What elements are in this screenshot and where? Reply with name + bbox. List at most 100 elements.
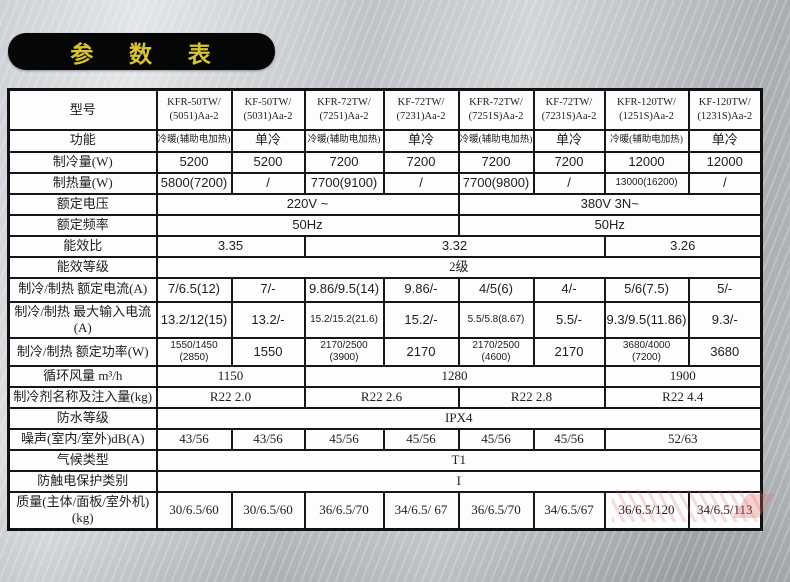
spec-cell: 2170 — [382, 337, 460, 367]
spec-cell: 1550/1450 (2850) — [155, 337, 233, 367]
spec-cell: KFR-120TW/ (1251S)Aa-2 — [603, 88, 690, 131]
spec-cell: I — [155, 470, 763, 493]
spec-cell: 50Hz — [155, 213, 460, 237]
spec-table: 型号 KFR-50TW/ (5051)Aa-2 KF-50TW/ (5031)Aa-… — [7, 88, 763, 531]
spec-cell: 13000(16200) — [603, 171, 690, 195]
row-label: 制冷/制热 最大输入电流(A) — [7, 300, 158, 339]
row-label: 防水等级 — [7, 407, 158, 430]
spec-cell: 36/6.5/70 — [457, 491, 535, 530]
spec-cell: 9.3/- — [687, 300, 763, 339]
spec-cell: KF-120TW/ (1231S)Aa-2 — [687, 88, 763, 131]
spec-cell: 1280 — [303, 365, 606, 388]
row-label: 制冷/制热 额定电流(A) — [7, 276, 158, 303]
spec-cell: 1900 — [603, 365, 763, 388]
spec-cell: 4/5(6) — [457, 276, 535, 303]
spec-cell: KF-72TW/ (7231S)Aa-2 — [532, 88, 606, 131]
row-label: 质量(主体/面板/室外机) (kg) — [7, 491, 158, 530]
spec-cell: 34/6.5/113 — [687, 491, 763, 530]
spec-cell: 34/6.5/67 — [532, 491, 606, 530]
spec-cell: 5200 — [155, 150, 233, 174]
spec-cell: KFR-50TW/ (5051)Aa-2 — [155, 88, 233, 131]
row-label: 制冷量(W) — [7, 150, 158, 174]
spec-row: 能效比 3.35 3.32 3.26 — [7, 234, 763, 258]
spec-cell: 2170/2500 (3900) — [303, 337, 385, 367]
spec-cell: IPX4 — [155, 407, 763, 430]
spec-cell: R22 2.6 — [303, 386, 460, 409]
row-label: 制热量(W) — [7, 171, 158, 195]
spec-row: 制冷量(W) 5200 5200 7200 7200 7200 7200 12000 12000 — [7, 150, 763, 174]
spec-cell: R22 2.0 — [155, 386, 306, 409]
spec-row: 型号 KFR-50TW/ (5051)Aa-2 KF-50TW/ (5031)Aa-… — [7, 88, 763, 131]
spec-cell: 52/63 — [603, 428, 763, 451]
spec-cell: KFR-72TW/ (7251)Aa-2 — [303, 88, 385, 131]
spec-cell: 4/- — [532, 276, 606, 303]
row-label: 功能 — [7, 128, 158, 153]
spec-cell: 7200 — [382, 150, 460, 174]
row-label: 气候类型 — [7, 449, 158, 472]
spec-cell: 5200 — [230, 150, 306, 174]
spec-row: 能效等级 2级 — [7, 255, 763, 279]
spec-cell: 2级 — [155, 255, 763, 279]
spec-cell: 43/56 — [155, 428, 233, 451]
spec-row: 额定电压 220V ~380V 3N~ — [7, 192, 763, 216]
spec-cell: 13.2/12(15) — [155, 300, 233, 339]
spec-cell: 5.5/5.8(8.67) — [457, 300, 535, 339]
spec-cell: KFR-72TW/ (7251S)Aa-2 — [457, 88, 535, 131]
spec-table-body: 型号 KFR-50TW/ (5051)Aa-2 KF-50TW/ (5031)Aa-… — [7, 88, 763, 530]
spec-cell: 冷暖(辅助电加热) — [303, 128, 385, 153]
spec-cell: R22 2.8 — [457, 386, 606, 409]
spec-row: 功能 冷暖(辅助电加热) 单冷 冷暖(辅助电加热) 单冷 冷暖(辅助电加热) 单冷 冷暖(辅助… — [7, 128, 763, 153]
row-label: 额定频率 — [7, 213, 158, 237]
spec-cell: 9.86/9.5(14) — [303, 276, 385, 303]
spec-cell: 5/- — [687, 276, 763, 303]
spec-cell: / — [532, 171, 606, 195]
row-label: 防触电保护类别 — [7, 470, 158, 493]
spec-cell: 5.5/- — [532, 300, 606, 339]
spec-cell: 7200 — [457, 150, 535, 174]
row-label: 能效等级 — [7, 255, 158, 279]
spec-row: 额定频率 50Hz 50Hz — [7, 213, 763, 237]
spec-row: 气候类型 T1 — [7, 449, 763, 472]
spec-cell: 冷暖(辅助电加热) — [603, 128, 690, 153]
spec-row: 噪声(室内/室外)dB(A) 43/56 43/56 45/56 45/56 45/56 4… — [7, 428, 763, 451]
spec-cell: 43/56 — [230, 428, 306, 451]
spec-cell: T1 — [155, 449, 763, 472]
row-label: 能效比 — [7, 234, 158, 258]
spec-cell: 34/6.5/ 67 — [382, 491, 460, 530]
spec-cell: 36/6.5/120 — [603, 491, 690, 530]
spec-cell: 5/6(7.5) — [603, 276, 690, 303]
spec-cell: 7700(9800) — [457, 171, 535, 195]
spec-cell: 9.3/9.5(11.86) — [603, 300, 690, 339]
spec-cell: 冷暖(辅助电加热) — [155, 128, 233, 153]
spec-cell: 9.86/- — [382, 276, 460, 303]
row-label: 制冷/制热 额定功率(W) — [7, 337, 158, 367]
spec-cell: R22 4.4 — [603, 386, 763, 409]
spec-cell: KF-72TW/ (7231)Aa-2 — [382, 88, 460, 131]
spec-row: 制冷/制热 额定电流(A) 7/6.5(12) 7/- 9.86/9.5(14) 9.8… — [7, 276, 763, 303]
row-label: 型号 — [7, 88, 158, 131]
spec-cell: 380V 3N~ — [457, 192, 763, 216]
spec-cell: 12000 — [687, 150, 763, 174]
spec-row: 制热量(W) 5800(7200)/7700(9100)/7700(9800)/1… — [7, 171, 763, 195]
spec-row: 制冷剂名称及注入量(kg) R22 2.0 R22 2.6 R22 2.8 R22 4.… — [7, 386, 763, 409]
row-label: 额定电压 — [7, 192, 158, 216]
spec-cell: 1150 — [155, 365, 306, 388]
spec-cell: 冷暖(辅助电加热) — [457, 128, 535, 153]
row-label: 循环风量 m³/h — [7, 365, 158, 388]
spec-cell: 单冷 — [230, 128, 306, 153]
spec-row: 制冷/制热 额定功率(W) 1550/1450 (2850) 1550 2170/25… — [7, 337, 763, 367]
spec-cell: 2170 — [532, 337, 606, 367]
spec-cell: 2170/2500 (4600) — [457, 337, 535, 367]
spec-cell: 15.2/15.2(21.6) — [303, 300, 385, 339]
spec-row: 质量(主体/面板/室外机) (kg) 30/6.5/60 30/6.5/60 36/6… — [7, 491, 763, 530]
spec-cell: 50Hz — [457, 213, 763, 237]
page-title: 参 数 表 — [8, 33, 275, 70]
spec-cell: / — [687, 171, 763, 195]
row-label: 噪声(室内/室外)dB(A) — [7, 428, 158, 451]
spec-cell: 30/6.5/60 — [230, 491, 306, 530]
spec-cell: 7/- — [230, 276, 306, 303]
spec-cell: 13.2/- — [230, 300, 306, 339]
spec-cell: 单冷 — [687, 128, 763, 153]
spec-cell: 45/56 — [532, 428, 606, 451]
